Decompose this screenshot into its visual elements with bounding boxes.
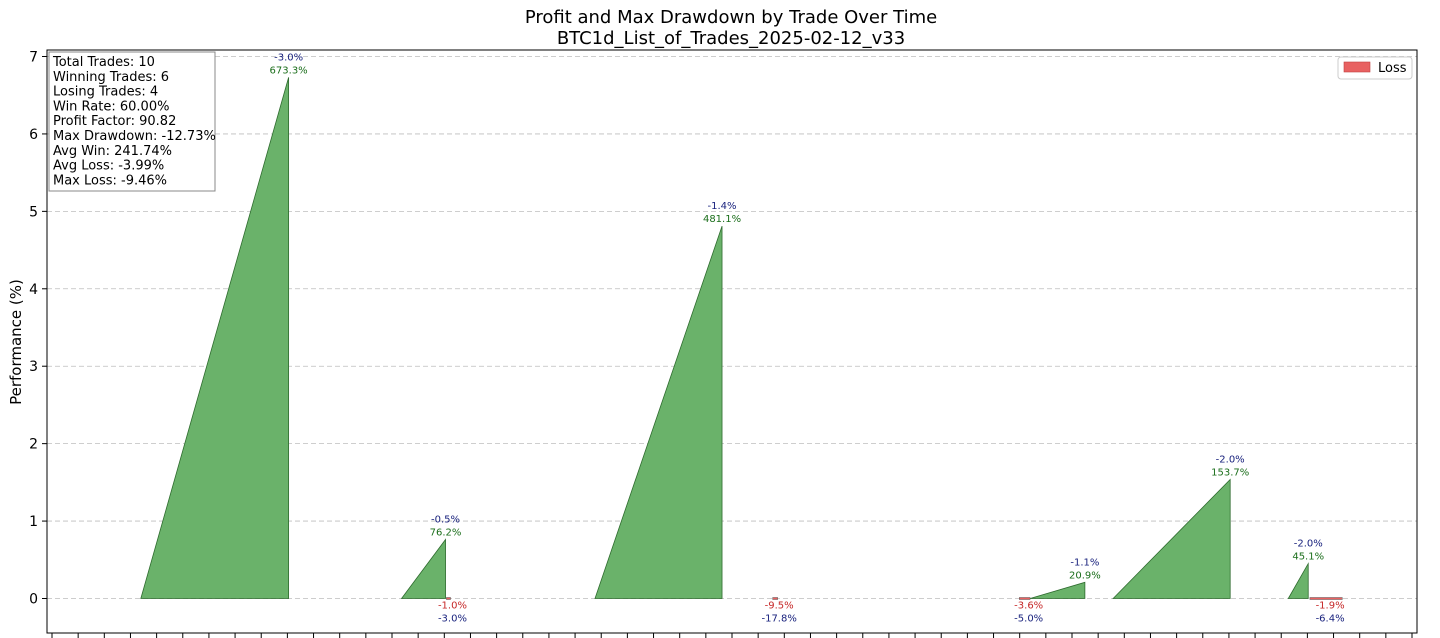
trade-drawdown-label: -3.0% bbox=[274, 52, 303, 63]
x-axis-ticks bbox=[51, 633, 1413, 638]
trade-drawdown-label: -2.0% bbox=[1294, 539, 1323, 550]
trade-loss-label: -9.5% bbox=[765, 601, 794, 612]
stats-line: Avg Win: 241.74% bbox=[53, 144, 172, 159]
y-tick-label: 5 bbox=[29, 204, 38, 220]
trade-area-win bbox=[1112, 478, 1231, 599]
trade-labels: -3.0% 673.3% -0.5% 76.2% -1.0% -3.0% -1.4% 481.… bbox=[270, 52, 1345, 624]
stats-line: Total Trades: 10 bbox=[52, 55, 155, 70]
y-tick-label: 6 bbox=[29, 127, 38, 143]
trade-drawdown-label: -1.1% bbox=[1070, 557, 1099, 568]
stats-line: Profit Factor: 90.82 bbox=[53, 114, 176, 129]
y-axis-ticks: 0 1 2 3 4 5 6 7 bbox=[29, 50, 47, 608]
y-tick-label: 7 bbox=[29, 50, 38, 66]
y-tick-label: 4 bbox=[29, 282, 38, 298]
trade-loss-label: -1.9% bbox=[1316, 601, 1345, 612]
legend: Loss bbox=[1337, 56, 1413, 80]
trade-profit-label: 20.9% bbox=[1069, 570, 1101, 581]
trade-drawdown-label: -6.4% bbox=[1316, 614, 1345, 625]
trade-drawdown-label: -3.0% bbox=[438, 614, 467, 625]
trade-drawdown-label: -17.8% bbox=[761, 614, 796, 625]
plot-frame bbox=[46, 49, 1418, 634]
stats-line: Avg Loss: -3.99% bbox=[53, 159, 164, 174]
trade-drawdown-label: -0.5% bbox=[431, 514, 460, 525]
legend-loss-label: Loss bbox=[1378, 61, 1407, 76]
trade-area-win bbox=[1029, 581, 1086, 599]
chart-title: Profit and Max Drawdown by Trade Over Ti… bbox=[525, 7, 937, 28]
trade-areas bbox=[140, 77, 1343, 600]
y-tick-label: 2 bbox=[29, 437, 38, 453]
trade-drawdown-label: -1.4% bbox=[708, 201, 737, 212]
stats-line: Win Rate: 60.00% bbox=[53, 99, 169, 114]
trade-area-loss bbox=[1019, 597, 1031, 600]
y-tick-label: 0 bbox=[29, 592, 38, 608]
trade-area-win bbox=[594, 225, 723, 599]
trade-loss-label: -3.6% bbox=[1014, 601, 1043, 612]
stats-line: Losing Trades: 4 bbox=[53, 85, 158, 100]
trade-area-loss bbox=[446, 597, 451, 600]
trade-profit-label: 673.3% bbox=[270, 65, 308, 76]
y-axis-label: Performance (%) bbox=[7, 279, 25, 405]
trade-drawdown-label: -2.0% bbox=[1216, 454, 1245, 465]
legend-loss-swatch bbox=[1343, 61, 1371, 73]
trade-area-loss bbox=[772, 597, 778, 600]
trade-area-win bbox=[140, 77, 290, 599]
chart-subtitle: BTC1d_List_of_Trades_2025-02-12_v33 bbox=[557, 28, 905, 49]
trade-drawdown-label: -5.0% bbox=[1014, 614, 1043, 625]
trade-area-loss bbox=[1309, 597, 1343, 600]
stats-line: Winning Trades: 6 bbox=[53, 70, 169, 85]
trade-area-win bbox=[1287, 562, 1309, 599]
trade-profit-label: 153.7% bbox=[1211, 467, 1249, 478]
y-tick-label: 1 bbox=[29, 514, 38, 530]
stats-line: Max Drawdown: -12.73% bbox=[53, 129, 216, 144]
y-tick-label: 3 bbox=[29, 359, 38, 375]
stats-box-frame bbox=[48, 51, 216, 192]
trade-area-win bbox=[400, 538, 446, 599]
trade-profit-label: 45.1% bbox=[1292, 552, 1324, 563]
trade-profit-label: 76.2% bbox=[430, 527, 462, 538]
stats-line: Max Loss: -9.46% bbox=[53, 173, 167, 188]
trade-loss-label: -1.0% bbox=[438, 601, 467, 612]
trade-profit-label: 481.1% bbox=[703, 214, 741, 225]
